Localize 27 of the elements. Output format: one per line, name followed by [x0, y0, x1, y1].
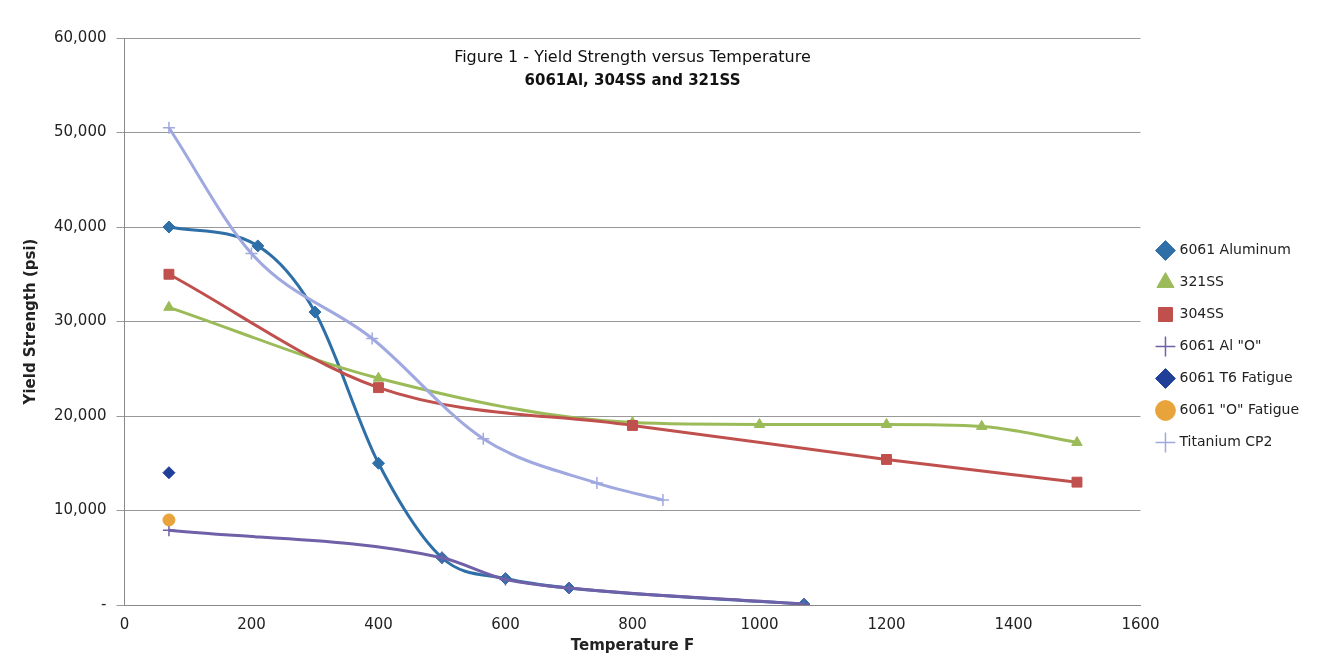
x-tick-label: 1000 — [740, 614, 779, 633]
y-tick-label: - — [101, 594, 107, 613]
text: Figure 1 - Yield Strength versus Temperature — [454, 47, 811, 67]
x-tick-label: 600 — [491, 614, 520, 633]
x-tick-label: 800 — [618, 614, 647, 633]
x-tick-label: 200 — [237, 614, 266, 633]
x-tick-label: 400 — [364, 614, 393, 633]
legend-label: 321SS — [1179, 273, 1225, 290]
legend-label: 304SS — [1179, 305, 1225, 322]
y-tick-label: 60,000 — [53, 27, 107, 46]
x-tick-label: 0 — [119, 614, 130, 633]
legend-label: 6061 T6 Fatigue — [1179, 369, 1293, 386]
legend-label: 6061 Al "O" — [1179, 337, 1262, 354]
x-tick-label: 1400 — [994, 614, 1033, 633]
y-tick-label: 20,000 — [53, 405, 107, 424]
x-tick-label: 1600 — [1121, 614, 1160, 633]
legend-label: 6061 "O" Fatigue — [1179, 401, 1299, 418]
y-tick-label: 10,000 — [53, 500, 107, 519]
text: 6061Al, 304SS and 321SS — [524, 71, 741, 90]
y-tick-label: 50,000 — [53, 122, 107, 141]
y-tick-label: 40,000 — [53, 216, 107, 235]
legend-label: Titanium CP2 — [1178, 433, 1273, 450]
y-tick-label: 30,000 — [53, 311, 107, 330]
legend-label: 6061 Aluminum — [1179, 241, 1291, 258]
y-axis-title: Yield Strength (psi) — [20, 238, 39, 406]
x-axis-title: Temperature F — [570, 635, 695, 654]
x-tick-label: 1200 — [867, 614, 906, 633]
